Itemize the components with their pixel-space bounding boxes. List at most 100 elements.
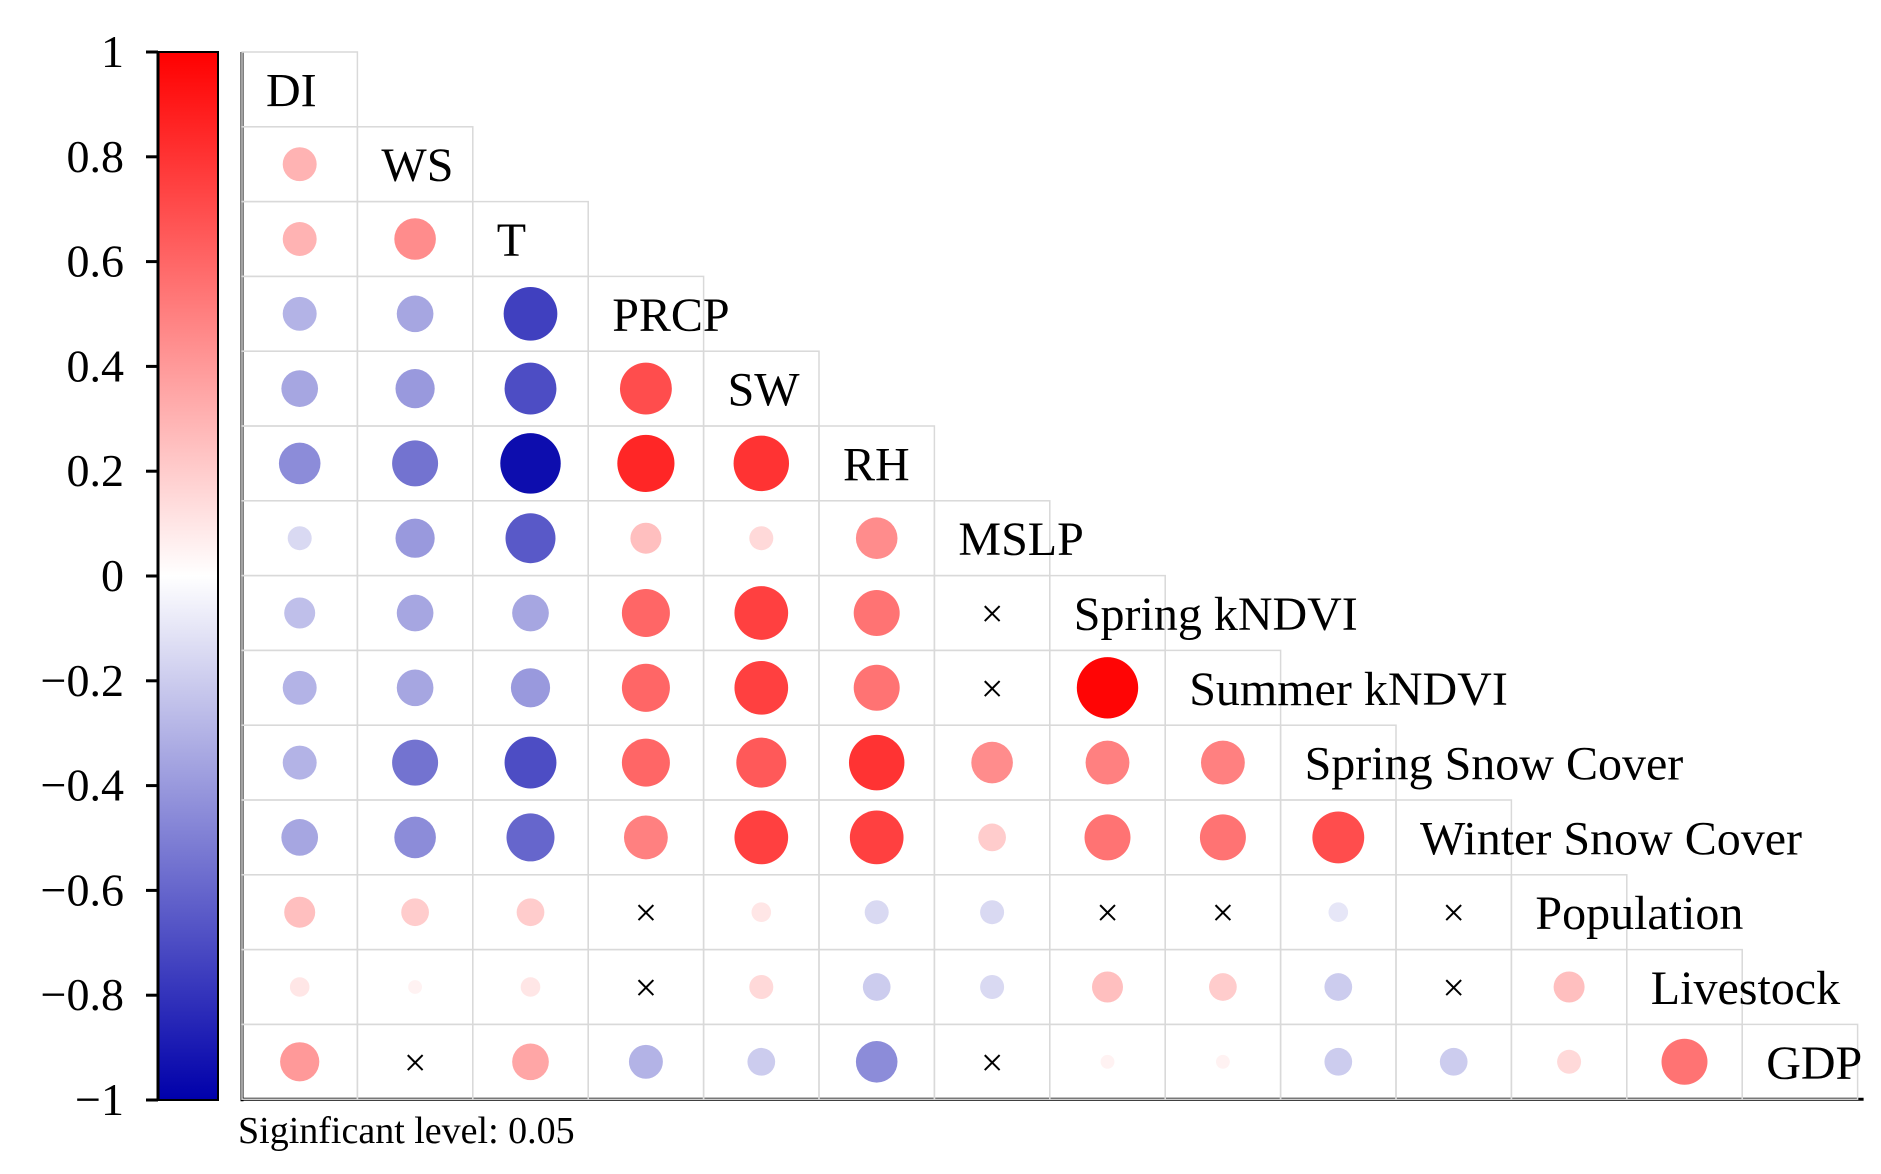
colorbar-tick-label: −1 [75,1074,124,1125]
variable-label: DI [266,64,317,117]
variable-label: WS [381,139,453,192]
insignificant-marker: × [1096,890,1119,935]
variable-labels: DI WS T PRCP SW RH MSLP Spring kNDVI Summer kNDV… [266,64,1862,1089]
matrix-cell [1741,1023,1859,1100]
colorbar-tick-label: −0.2 [41,655,124,706]
correlation-circle [862,973,891,1001]
variable-label: Population [1535,887,1743,940]
correlation-circle [855,517,898,559]
correlation-circle [392,440,439,487]
correlation-circle [282,147,317,182]
variable-label: Spring kNDVI [1074,588,1358,641]
correlation-circle [282,222,317,256]
correlation-circle [392,739,439,786]
correlation-circle [980,900,1005,925]
variable-label: Summer kNDVI [1189,663,1508,716]
correlation-circle [628,1044,663,1079]
correlation-circle [980,974,1005,1000]
matrix-grid [240,51,1864,1102]
variable-label: SW [728,364,801,417]
correlation-circle [1084,814,1131,861]
colorbar-tick-label: 0.4 [67,340,125,391]
colorbar-tick-label: 0.8 [67,131,125,182]
correlation-circle [971,741,1013,784]
correlation-circle [394,218,436,260]
correlation-circle [289,977,310,997]
insignificant-marker: × [981,1040,1004,1085]
correlation-circle [510,668,551,708]
correlation-circle [280,1042,320,1082]
correlation-circle [1439,1047,1468,1076]
correlation-circle [284,896,316,928]
correlation-circle [849,810,904,865]
correlation-circle [736,737,787,788]
correlation-circle [281,819,319,856]
correlation-circle [504,736,557,789]
variable-label: Livestock [1651,962,1840,1015]
correlation-circle [853,590,900,636]
variable-label: GDP [1766,1037,1862,1090]
correlation-circle [505,513,556,564]
correlation-circle [401,898,429,927]
correlation-circle [1199,814,1246,861]
correlation-circle [503,286,558,341]
correlation-circle [512,594,549,632]
correlation-circle [282,670,317,705]
insignificant-marker: × [981,666,1004,711]
insignificant-marker: × [635,890,658,935]
correlation-circle [1312,811,1365,864]
variable-label: Winter Snow Cover [1420,812,1802,865]
correlation-circle [1200,740,1245,785]
correlation-circle [848,734,905,791]
correlation-circle [1215,1054,1230,1069]
significance-note: Siginficant level: 0.05 [238,1110,575,1152]
correlation-circle [749,526,774,551]
correlation-circle [751,902,772,923]
correlation-circle [855,1041,898,1083]
correlation-circle [520,977,541,997]
insignificant-marker: × [981,591,1004,636]
matrix-marks: × × × × × × × × × × [278,147,1708,1085]
correlation-circle [1328,902,1349,923]
correlation-circle [394,816,436,859]
correlation-circle [396,669,434,707]
correlation-circle [516,898,545,927]
colorbar-tick-label: 0.2 [67,445,125,496]
correlation-circle [1209,973,1237,1001]
matrix-cell [472,200,589,278]
correlation-circle [749,974,774,1000]
correlation-circle [853,664,900,711]
correlation-circle [396,295,434,333]
colorbar-tick-label: −0.6 [41,864,124,915]
correlation-circle [1324,1047,1353,1076]
correlation-circle [282,296,317,331]
correlation-circle [630,522,662,554]
correlation-circle [1557,1049,1582,1074]
variable-label: MSLP [958,513,1083,566]
correlation-circle [747,1047,776,1076]
insignificant-marker: × [635,965,658,1010]
colorbar-tick-label: 0 [101,550,124,601]
correlation-circle [864,900,889,925]
correlation-circle [408,980,423,994]
correlation-circle [734,810,789,865]
variable-label: RH [843,438,910,491]
variable-label: Spring Snow Cover [1305,738,1684,791]
correlation-circle [278,442,321,485]
correlation-circle [1076,657,1139,719]
correlation-circle [621,588,670,638]
correlation-circle [396,594,434,632]
correlation-circle [284,597,316,629]
correlation-circle [734,586,789,640]
correlation-circle [734,660,789,715]
variable-label: T [497,214,526,267]
correlation-circle [282,745,317,780]
correlation-circle [395,518,435,558]
correlation-circle [617,434,675,492]
colorbar: 1 0.8 0.6 0.4 0.2 0 −0.2 −0.4 −0.6 −0.8 −1 [41,26,219,1125]
variable-label: PRCP [612,289,729,342]
colorbar-tick-label: −0.8 [41,969,124,1020]
correlation-circle [506,813,555,862]
correlation-circle [512,1043,549,1081]
